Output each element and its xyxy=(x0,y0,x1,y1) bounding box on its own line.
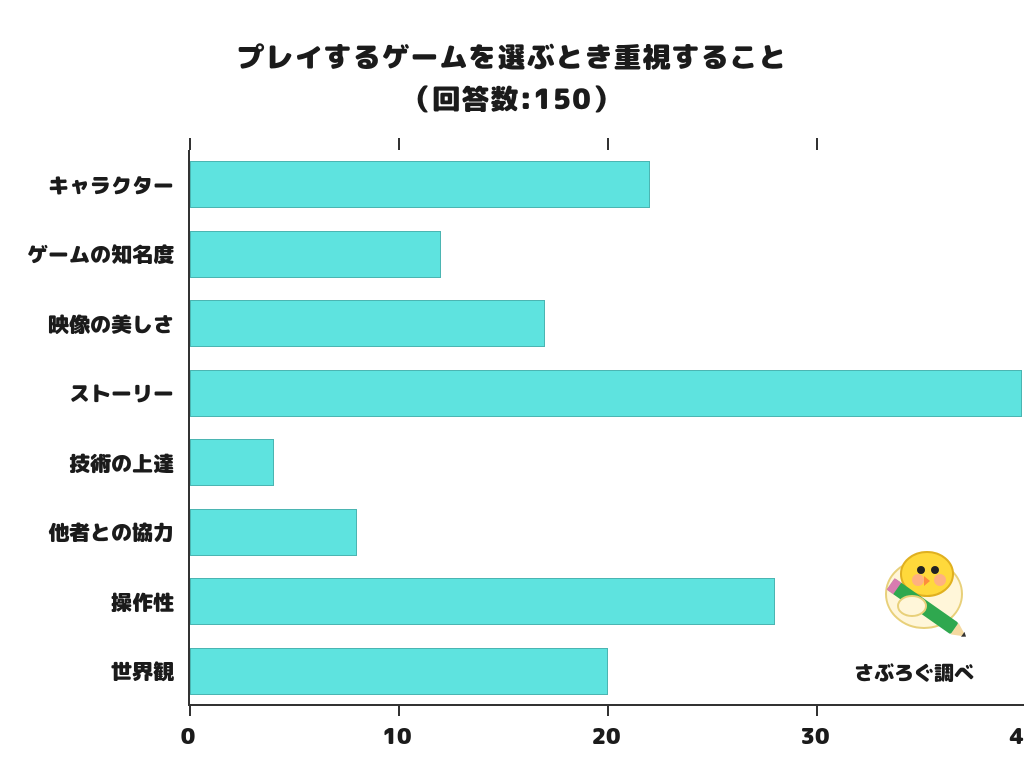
bottom-tick xyxy=(607,706,609,716)
bar xyxy=(190,439,274,486)
y-axis-label: ゲームの知名度 xyxy=(27,238,174,270)
y-axis-label: 他者との協力 xyxy=(48,516,174,548)
top-tick xyxy=(189,138,191,150)
y-axis-label: 技術の上達 xyxy=(69,447,174,479)
bottom-tick xyxy=(398,706,400,716)
credit-text: さぶろぐ調べ xyxy=(854,658,974,688)
top-tick xyxy=(816,138,818,150)
chart-container: プレイするゲームを選ぶとき重視すること （回答数:150） キャラクターゲームの… xyxy=(0,0,1024,768)
y-axis-label: ストーリー xyxy=(69,377,174,409)
bar xyxy=(190,578,775,625)
bar xyxy=(190,370,1022,417)
mascot-illustration xyxy=(864,536,984,653)
bar xyxy=(190,161,650,208)
bar xyxy=(190,509,357,556)
y-axis-label: 操作性 xyxy=(111,586,174,618)
bar xyxy=(190,231,441,278)
bar xyxy=(190,300,545,347)
top-tick xyxy=(607,138,609,150)
bottom-tick xyxy=(189,706,191,716)
x-tick-label: 20 xyxy=(591,720,620,753)
title-line-1: プレイするゲームを選ぶとき重視すること xyxy=(0,36,1024,78)
title-line-2: （回答数:150） xyxy=(0,78,1024,120)
top-tick xyxy=(398,138,400,150)
y-axis-label: 映像の美しさ xyxy=(48,308,174,340)
y-axis-label: キャラクター xyxy=(48,169,174,201)
x-tick-label: 10 xyxy=(382,720,411,753)
bar xyxy=(190,648,608,695)
x-tick-label: 40 xyxy=(1009,720,1024,753)
chart-title: プレイするゲームを選ぶとき重視すること （回答数:150） xyxy=(0,36,1024,120)
bottom-tick xyxy=(816,706,818,716)
x-tick-label: 0 xyxy=(181,720,196,753)
y-axis-label: 世界観 xyxy=(111,655,174,687)
x-tick-label: 30 xyxy=(800,720,829,753)
